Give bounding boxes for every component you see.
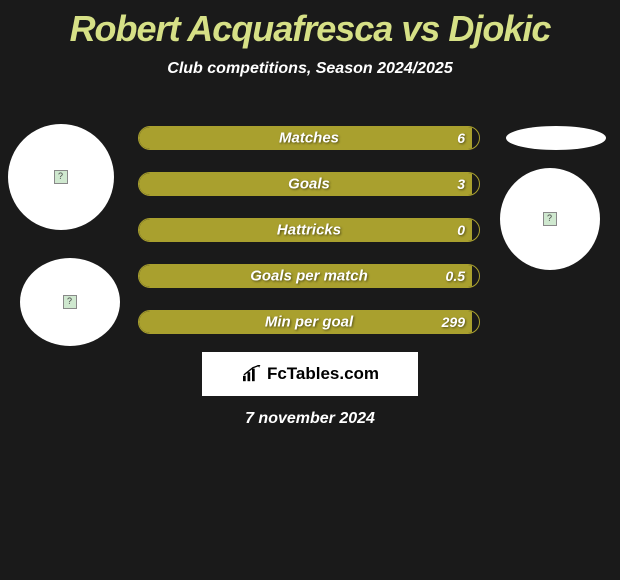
bar-value: 3 [457,176,465,192]
logo-text: FcTables.com [267,364,379,384]
broken-image-icon [543,212,557,226]
bar-label: Hattricks [277,222,341,239]
bar-label: Min per goal [265,314,353,331]
bar-value: 0 [457,222,465,238]
stat-bar-hattricks: Hattricks 0 [138,218,480,242]
chart-icon [241,365,263,383]
bar-label: Goals per match [250,268,368,285]
player-avatar-left-1 [8,124,114,230]
bar-label: Goals [288,176,330,193]
avatar-ellipse-right [506,126,606,150]
player-avatar-right-1 [500,168,600,270]
bar-value: 0.5 [446,268,465,284]
page-title: Robert Acquafresca vs Djokic [0,0,620,50]
stat-bar-goals: Goals 3 [138,172,480,196]
footer-date: 7 november 2024 [245,410,375,428]
stat-bar-matches: Matches 6 [138,126,480,150]
fctables-logo: FcTables.com [202,352,418,396]
broken-image-icon [63,295,77,309]
stat-bar-min-per-goal: Min per goal 299 [138,310,480,334]
player-avatar-left-2 [20,258,120,346]
subtitle: Club competitions, Season 2024/2025 [0,60,620,78]
bar-value: 6 [457,130,465,146]
stat-bar-goals-per-match: Goals per match 0.5 [138,264,480,288]
bar-label: Matches [279,130,339,147]
broken-image-icon [54,170,68,184]
stat-bars: Matches 6 Goals 3 Hattricks 0 Goals per … [138,126,480,356]
bar-value: 299 [442,314,465,330]
